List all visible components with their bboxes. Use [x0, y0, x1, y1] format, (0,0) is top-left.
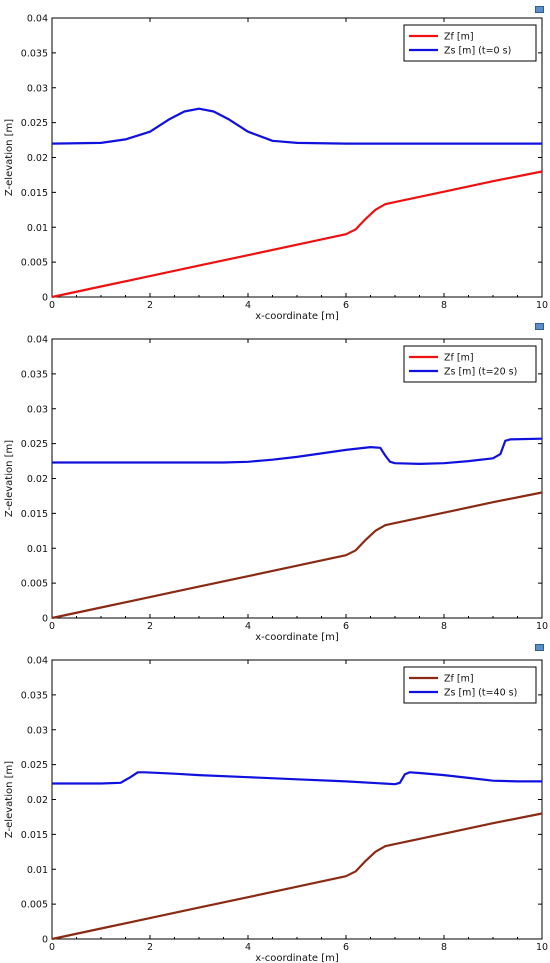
y-tick-label: 0.015 — [21, 188, 48, 199]
y-tick-label: 0.015 — [21, 830, 48, 841]
y-tick-label: 0.03 — [27, 404, 48, 415]
y-tick-label: 0.03 — [27, 725, 48, 736]
series-line-0 — [51, 491, 543, 620]
x-tick-label: 10 — [536, 621, 548, 632]
legend-entry: Zf [m] — [444, 353, 474, 364]
y-tick-label: 0.01 — [27, 544, 48, 555]
export-icon[interactable] — [535, 644, 544, 651]
x-tick-label: 10 — [536, 300, 548, 311]
y-tick-label: 0.02 — [27, 474, 48, 485]
y-tick-label: 0.04 — [27, 335, 48, 346]
legend-entry: Zs [m] (t=20 s) — [444, 367, 517, 378]
x-tick-label: 10 — [536, 942, 548, 953]
x-tick-label: 0 — [49, 621, 55, 632]
y-tick-label: 0.03 — [27, 83, 48, 94]
y-axis-label: Z-elevation [m] — [4, 761, 15, 838]
legend-entry: Zf [m] — [444, 32, 474, 43]
series-line-1 — [52, 437, 543, 465]
legend-entry: Zs [m] (t=40 s) — [444, 688, 517, 699]
x-tick-label: 6 — [343, 300, 349, 311]
x-tick-label: 6 — [343, 942, 349, 953]
x-tick-label: 2 — [147, 942, 153, 953]
y-tick-label: 0.025 — [21, 118, 48, 129]
x-axis-label: x-coordinate [m] — [255, 632, 339, 642]
chart-panel-t20: 0 2 4 6 8 10 0 0.005 0.01 0.015 0.02 0.025 0.03 0.035… — [0, 321, 550, 642]
y-tick-label: 0.025 — [21, 760, 48, 771]
y-tick-label: 0.005 — [21, 579, 48, 590]
y-axis-label: Z-elevation [m] — [4, 440, 15, 517]
y-axis-label: Z-elevation [m] — [4, 119, 15, 196]
y-tick-label: 0.035 — [21, 369, 48, 380]
x-axis-label: x-coordinate [m] — [255, 311, 339, 321]
y-tick-label: 0.005 — [21, 258, 48, 269]
series-line-1 — [51, 107, 542, 145]
y-tick-label: 0 — [42, 293, 48, 304]
x-tick-label: 4 — [245, 942, 251, 953]
x-axis-label: x-coordinate [m] — [255, 953, 339, 963]
legend-entry: Zs [m] (t=0 s) — [444, 46, 511, 57]
x-tick-label: 4 — [245, 621, 251, 632]
y-tick-label: 0.035 — [21, 690, 48, 701]
x-tick-label: 8 — [441, 942, 447, 953]
legend-box — [403, 345, 537, 383]
legend-entry: Zf [m] — [444, 674, 474, 685]
y-tick-label: 0.01 — [27, 865, 48, 876]
x-tick-label: 8 — [441, 300, 447, 311]
y-tick-label: 0.02 — [27, 795, 48, 806]
series-line-1 — [52, 771, 542, 786]
export-icon[interactable] — [535, 6, 544, 13]
chart-panel-t40: 0 2 4 6 8 10 0 0.005 0.01 0.015 0.02 0.025 0.03 0.035… — [0, 642, 550, 963]
y-tick-label: 0.025 — [21, 439, 48, 450]
chart-t40: 0 2 4 6 8 10 0 0.005 0.01 0.015 0.02 0.025 0.03 0.035… — [4, 656, 548, 963]
x-tick-label: 4 — [245, 300, 251, 311]
y-tick-label: 0 — [42, 935, 48, 946]
y-tick-label: 0.035 — [21, 48, 48, 59]
y-tick-label: 0.04 — [27, 14, 48, 25]
series-line-0 — [51, 812, 543, 941]
chart-t0: 0 2 4 6 8 10 0 0.005 0.01 0.015 0.02 0.025 0.03 0.035… — [4, 14, 548, 322]
x-tick-label: 6 — [343, 621, 349, 632]
export-icon[interactable] — [535, 323, 544, 330]
x-tick-label: 2 — [147, 621, 153, 632]
y-tick-label: 0.005 — [21, 900, 48, 911]
plot-frame — [51, 659, 543, 940]
y-tick-label: 0.04 — [27, 656, 48, 667]
series-line-0 — [51, 170, 543, 299]
y-tick-label: 0.02 — [27, 153, 48, 164]
chart-t20: 0 2 4 6 8 10 0 0.005 0.01 0.015 0.02 0.025 0.03 0.035… — [4, 335, 548, 643]
y-tick-label: 0.01 — [27, 223, 48, 234]
y-tick-label: 0.015 — [21, 509, 48, 520]
chart-panel-t0: 0 2 4 6 8 10 0 0.005 0.01 0.015 0.02 0.025 0.03 0.035… — [0, 0, 550, 321]
legend-box — [403, 24, 537, 62]
y-tick-label: 0 — [42, 614, 48, 625]
x-tick-label: 0 — [49, 942, 55, 953]
x-tick-label: 2 — [147, 300, 153, 311]
legend-box — [403, 666, 537, 704]
x-tick-label: 8 — [441, 621, 447, 632]
x-tick-label: 0 — [49, 300, 55, 311]
